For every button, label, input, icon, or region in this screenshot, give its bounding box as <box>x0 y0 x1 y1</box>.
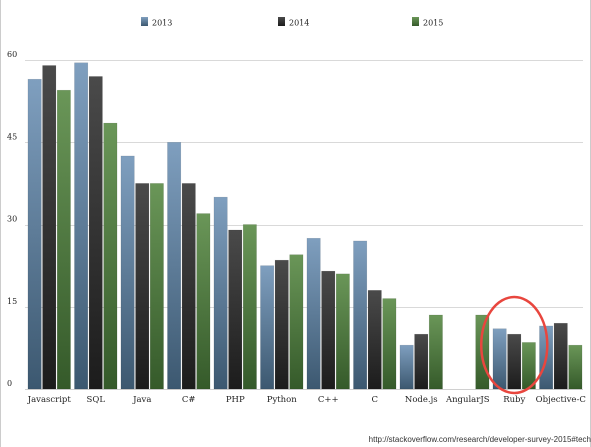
legend-label: 2015 <box>423 19 443 28</box>
legend-swatch-2013 <box>141 17 148 26</box>
legend-swatch-2014 <box>278 17 285 26</box>
bar-ruby-2013 <box>492 328 507 390</box>
bar-sql-2013 <box>74 62 89 390</box>
bars <box>27 62 583 390</box>
bar-ruby-2015 <box>521 342 536 390</box>
bar-c--2014 <box>321 270 336 390</box>
x-tick-label: Ruby <box>503 395 525 405</box>
bar-node-js-2014 <box>414 333 429 390</box>
bar-java-2013 <box>120 155 135 390</box>
bar-sql-2014 <box>88 76 103 390</box>
x-tick-label: C <box>371 395 378 405</box>
bar-sql-2015 <box>103 122 118 390</box>
y-axis-ticks: 0 15 30 45 60 <box>7 50 17 388</box>
bar-c--2015 <box>196 213 211 390</box>
bar-javascript-2013 <box>27 78 42 390</box>
legend-label: 2014 <box>289 19 309 28</box>
bar-node-js-2013 <box>399 344 414 390</box>
y-tick-label: 45 <box>7 132 17 141</box>
bar-php-2015 <box>242 224 257 390</box>
bar-c--2013 <box>306 237 321 390</box>
bar-java-2014 <box>135 183 150 390</box>
highlight-circle <box>480 295 549 395</box>
bar-c--2014 <box>181 183 196 390</box>
y-tick-label: 30 <box>7 215 17 224</box>
bar-javascript-2015 <box>56 89 71 390</box>
bar-php-2014 <box>228 229 243 390</box>
bar-objective-c-2014 <box>553 322 568 390</box>
gridlines <box>25 60 583 390</box>
bar-c--2013 <box>167 142 182 390</box>
bar-python-2014 <box>274 259 289 390</box>
x-tick-label: AngularJS <box>445 395 490 405</box>
legend-label: 2013 <box>152 19 172 28</box>
x-tick-label: Java <box>132 395 151 405</box>
bar-php-2013 <box>213 196 228 390</box>
y-tick-label: 15 <box>7 297 17 306</box>
bar-javascript-2014 <box>42 65 57 390</box>
source-url: http://stackoverflow.com/research/develo… <box>368 435 591 444</box>
x-tick-label: C++ <box>318 395 339 405</box>
bar-python-2015 <box>289 254 304 390</box>
x-axis-ticks: Javascript SQL Java C# PHP Python C++ C Node.js A… <box>27 395 586 405</box>
x-tick-label: C# <box>182 395 196 405</box>
x-tick-label: Node.js <box>405 395 438 405</box>
annotations <box>480 295 549 395</box>
x-tick-label: Objective-C <box>536 395 586 405</box>
bar-node-js-2015 <box>428 314 443 390</box>
y-tick-label: 60 <box>7 50 17 59</box>
x-tick-label: Python <box>267 395 298 405</box>
bar-python-2013 <box>260 265 275 390</box>
bar-c-2015 <box>382 298 397 390</box>
x-tick-label: Javascript <box>27 395 72 405</box>
y-tick-label: 0 <box>7 379 12 388</box>
bar-c--2015 <box>335 273 350 390</box>
x-tick-label: SQL <box>87 395 106 405</box>
legend: 2013 2014 2015 <box>141 17 443 28</box>
bar-ruby-2014 <box>507 333 522 390</box>
bar-objective-c-2015 <box>568 344 583 390</box>
legend-swatch-2015 <box>412 17 419 26</box>
bar-c-2013 <box>353 240 368 390</box>
bar-java-2015 <box>149 183 164 390</box>
bar-c-2014 <box>367 290 382 390</box>
x-tick-label: PHP <box>226 395 245 405</box>
